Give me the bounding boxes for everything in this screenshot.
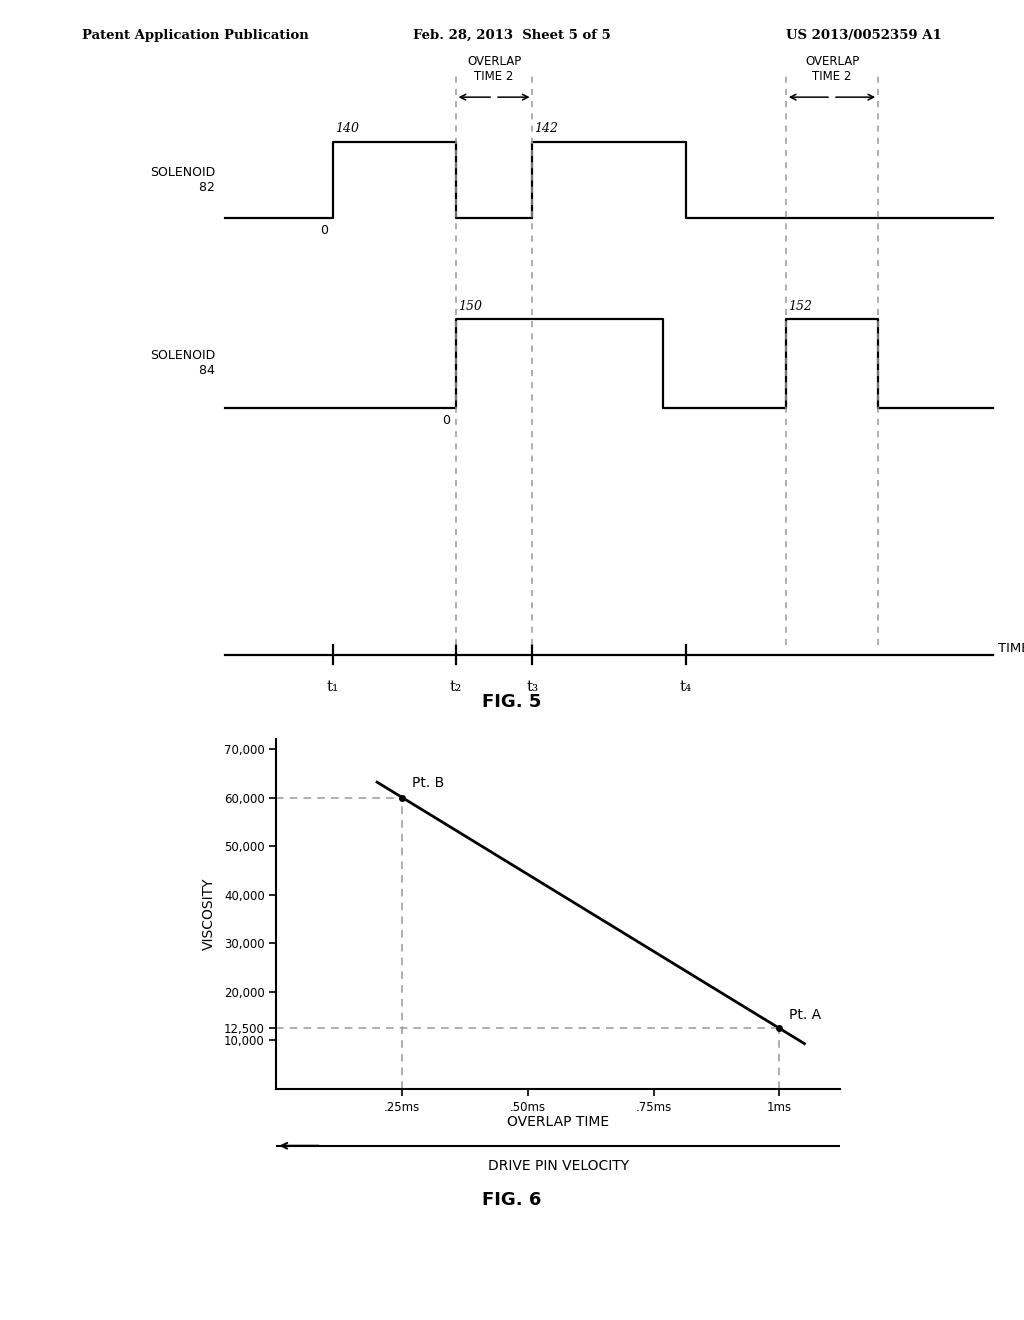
Text: t₁: t₁: [327, 680, 339, 694]
Text: 0: 0: [319, 224, 328, 236]
Text: Pt. B: Pt. B: [413, 776, 444, 791]
Text: SOLENOID
     82: SOLENOID 82: [150, 165, 215, 194]
Text: FIG. 5: FIG. 5: [482, 693, 542, 711]
Text: 140: 140: [335, 123, 358, 135]
Text: FIG. 6: FIG. 6: [482, 1191, 542, 1209]
Text: t₃: t₃: [526, 680, 539, 694]
Y-axis label: VISCOSITY: VISCOSITY: [202, 878, 215, 950]
Text: SOLENOID
     84: SOLENOID 84: [150, 350, 215, 378]
Text: US 2013/0052359 A1: US 2013/0052359 A1: [786, 29, 942, 42]
Text: 0: 0: [442, 414, 451, 426]
Text: 142: 142: [535, 123, 558, 135]
Text: TIME: TIME: [998, 642, 1024, 655]
Text: Patent Application Publication: Patent Application Publication: [82, 29, 308, 42]
Text: OVERLAP
TIME 2: OVERLAP TIME 2: [467, 55, 521, 83]
Text: t₂: t₂: [450, 680, 462, 694]
Text: 152: 152: [788, 300, 812, 313]
Text: 150: 150: [458, 300, 481, 313]
Text: DRIVE PIN VELOCITY: DRIVE PIN VELOCITY: [487, 1159, 629, 1173]
Text: Pt. A: Pt. A: [790, 1008, 821, 1023]
Text: OVERLAP
TIME 2: OVERLAP TIME 2: [805, 55, 859, 83]
Text: Feb. 28, 2013  Sheet 5 of 5: Feb. 28, 2013 Sheet 5 of 5: [413, 29, 611, 42]
Text: OVERLAP TIME: OVERLAP TIME: [507, 1115, 609, 1130]
Text: t₄: t₄: [680, 680, 692, 694]
